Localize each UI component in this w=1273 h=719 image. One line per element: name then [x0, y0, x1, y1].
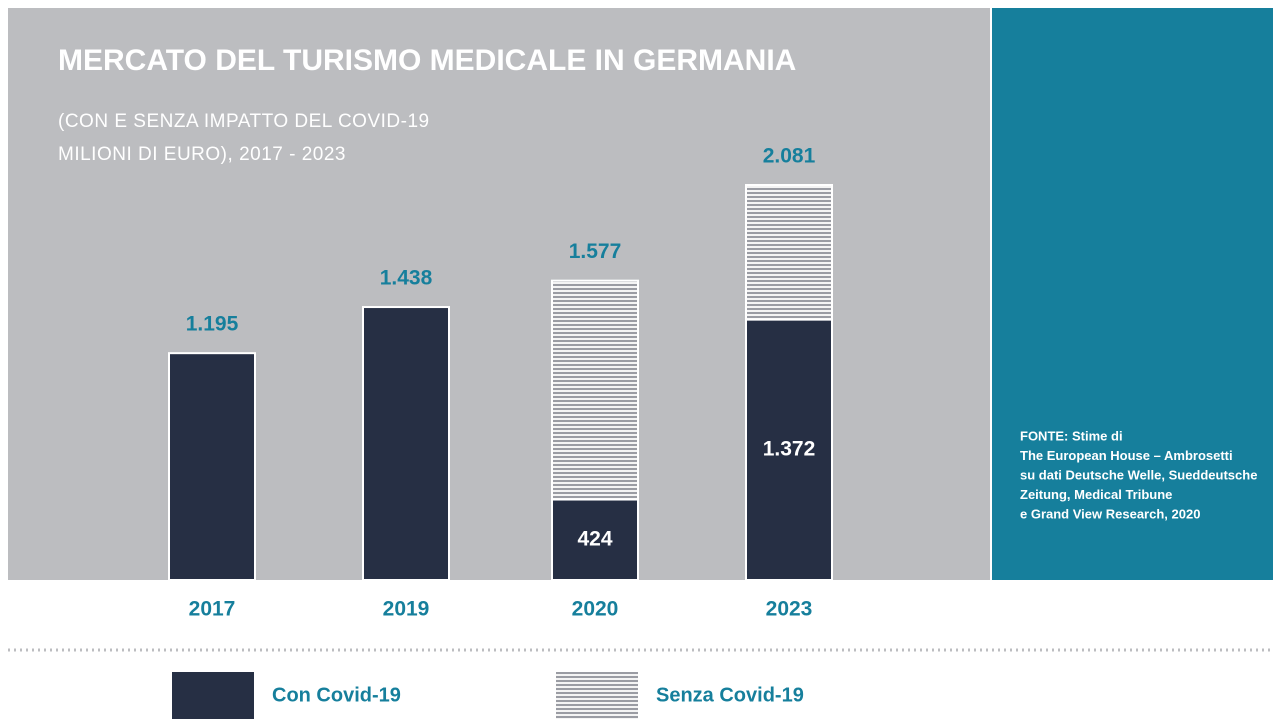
source-panel — [992, 8, 1273, 580]
legend-swatch — [172, 672, 254, 719]
source-text: su dati Deutsche Welle, Sueddeutsche — [1020, 467, 1257, 482]
x-tick-label: 2017 — [189, 598, 236, 621]
x-tick-label: 2023 — [766, 598, 813, 621]
source-text: e Grand View Research, 2020 — [1020, 506, 1200, 521]
x-tick-label: 2019 — [383, 598, 430, 621]
bar-segment — [551, 279, 639, 501]
source-text: The European House – Ambrosetti — [1020, 448, 1233, 463]
legend-swatch — [556, 672, 638, 719]
value-label: 1.372 — [763, 437, 816, 460]
chart-title: MERCATO DEL TURISMO MEDICALE IN GERMANIA — [58, 44, 796, 77]
bar-segment — [745, 318, 833, 581]
total-label: 1.195 — [186, 313, 239, 336]
value-label: 424 — [577, 527, 612, 550]
bar-segment — [745, 184, 833, 321]
total-label: 1.438 — [380, 267, 433, 290]
subtitle: MILIONI DI EURO), 2017 - 2023 — [58, 144, 346, 165]
source-text: Zeitung, Medical Tribune — [1020, 487, 1172, 502]
bar-segment — [362, 306, 450, 581]
total-label: 2.081 — [763, 145, 816, 168]
x-tick-label: 2020 — [572, 598, 619, 621]
bar-segment — [551, 498, 639, 582]
plot-panel — [8, 8, 990, 580]
bar-segment — [168, 352, 256, 581]
legend-label: Senza Covid-19 — [656, 684, 804, 706]
source-text: FONTE: Stime di — [1020, 428, 1123, 443]
subtitle: (CON E SENZA IMPATTO DEL COVID-19 — [58, 111, 430, 132]
total-label: 1.577 — [569, 240, 622, 263]
legend-label: Con Covid-19 — [272, 684, 401, 706]
